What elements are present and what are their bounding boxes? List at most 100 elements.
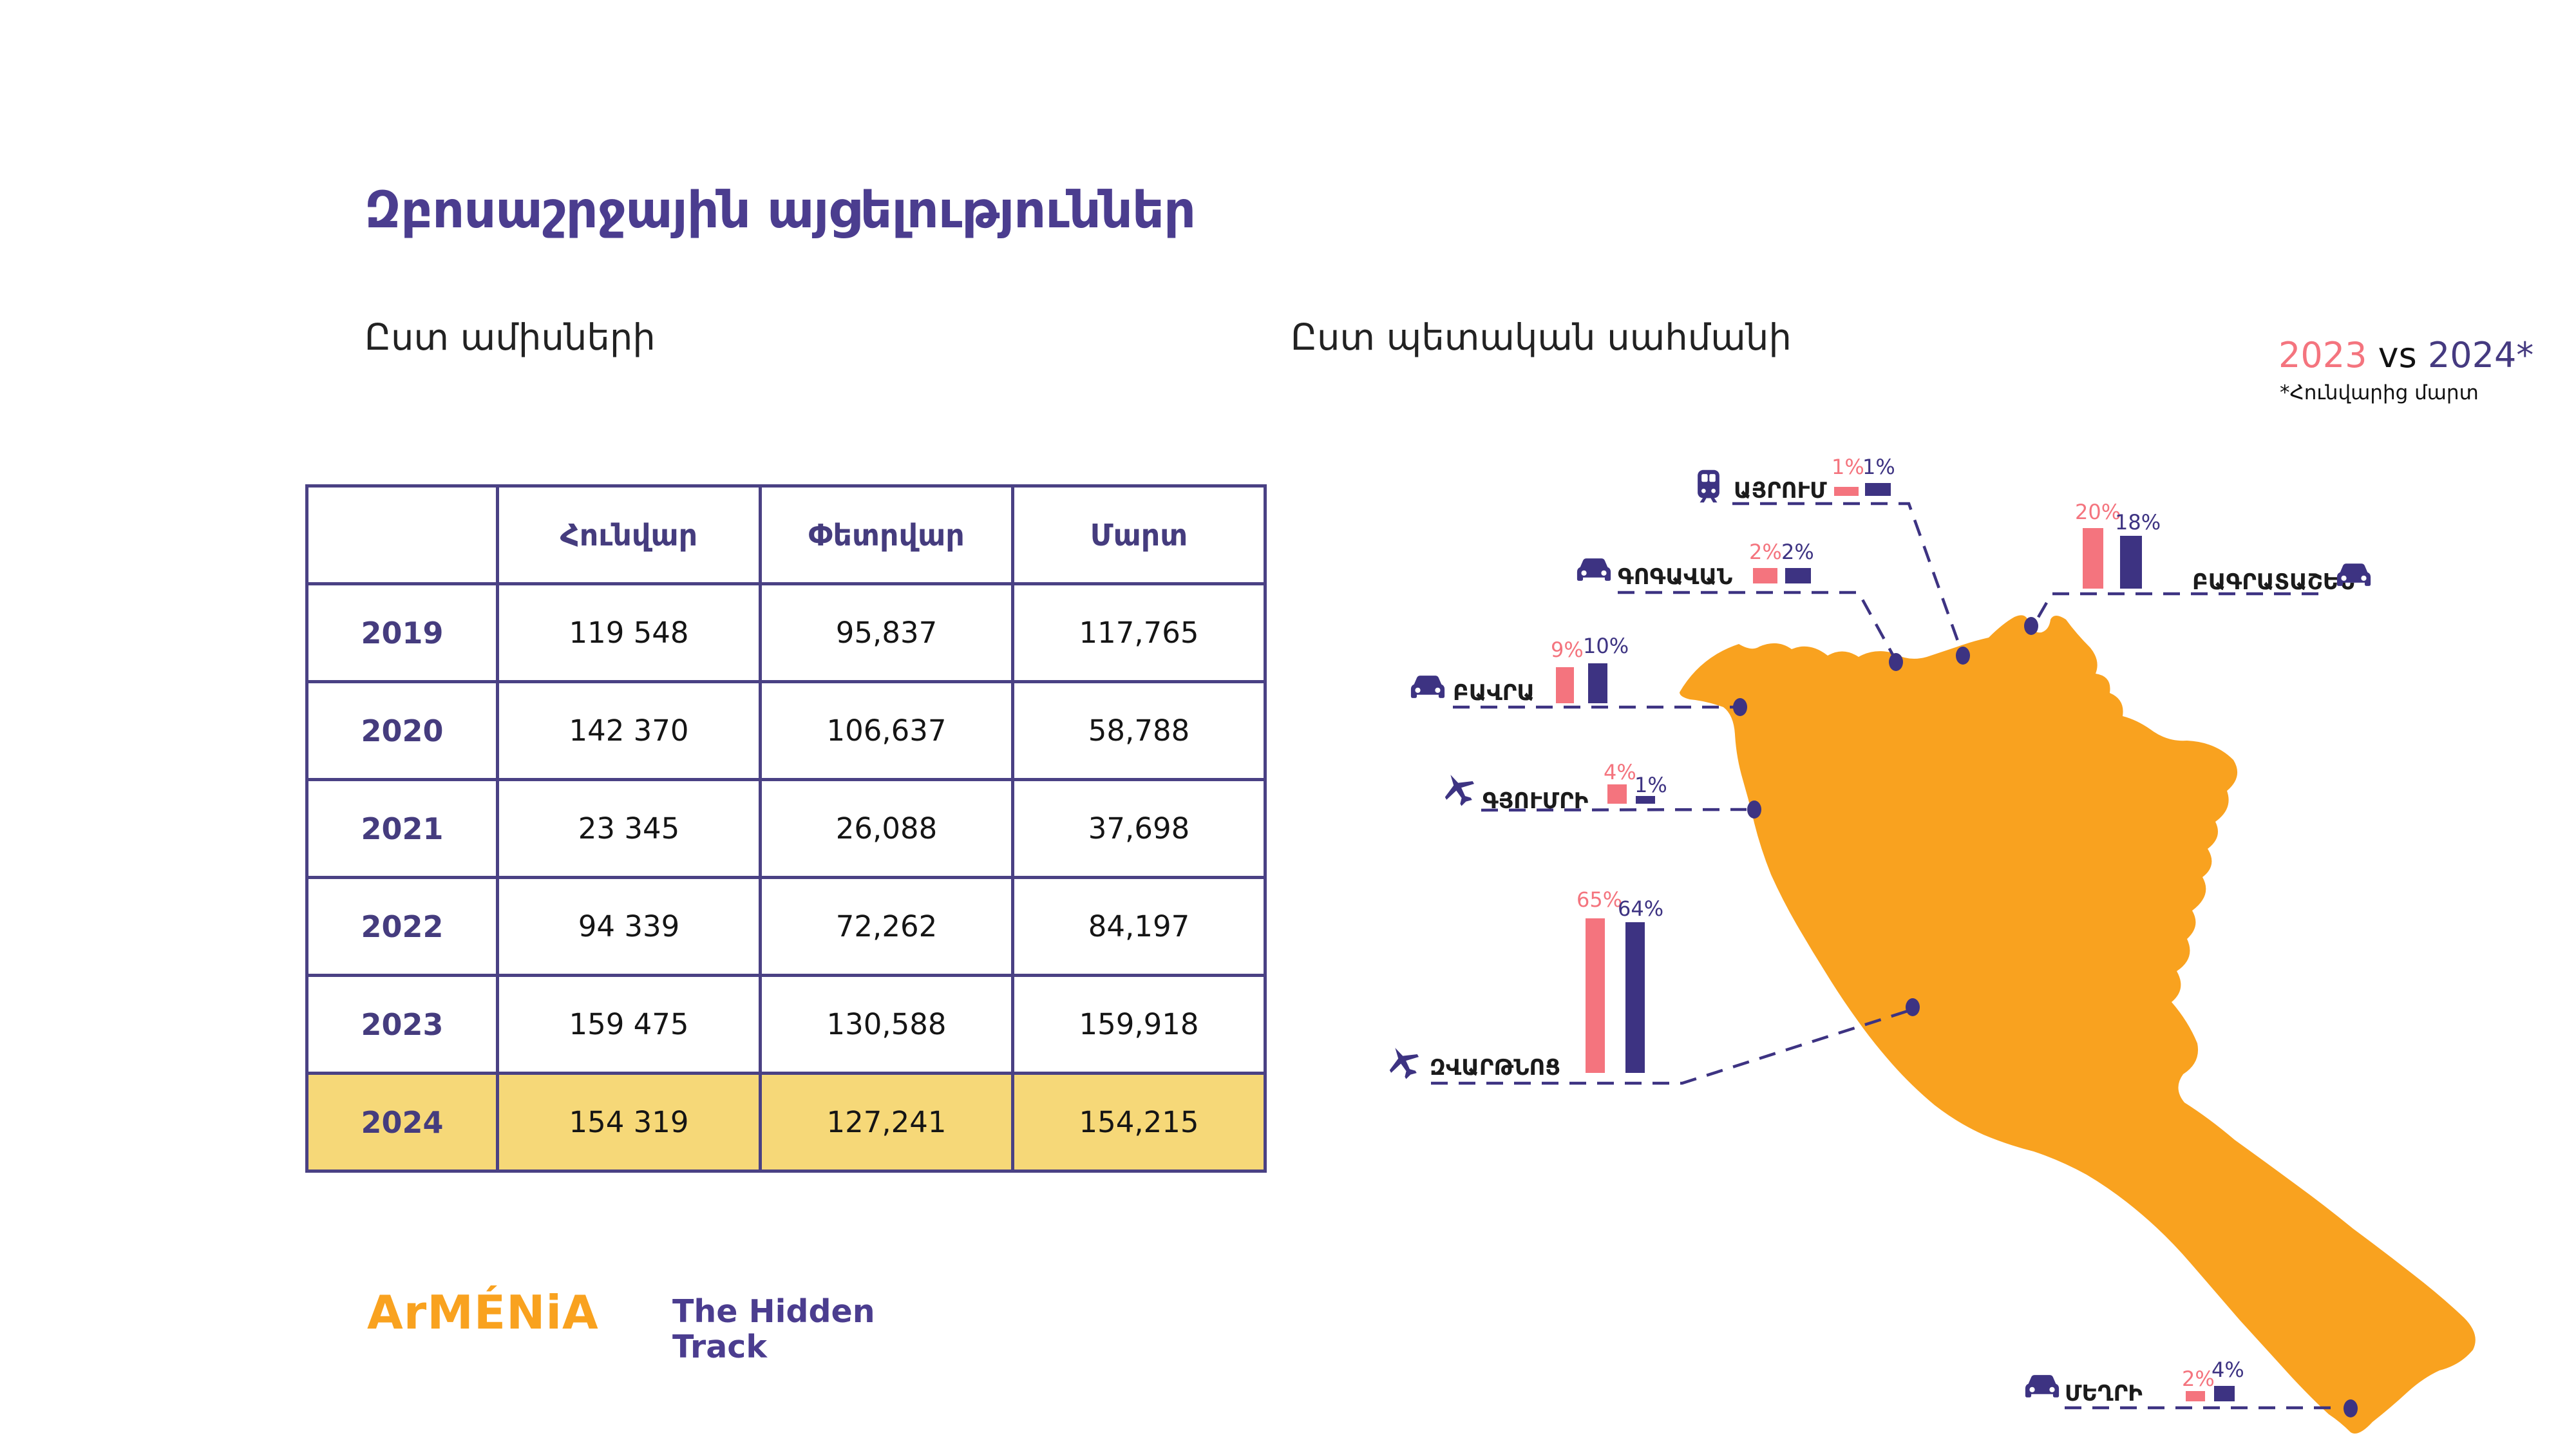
table-row: 2020 142 370 106,637 58,788 <box>305 680 1267 781</box>
value-cell: 72,262 <box>759 876 1014 977</box>
table-row-highlighted: 2024 154 319 127,241 154,215 <box>305 1072 1267 1173</box>
table-row: 2019 119 548 95,837 117,765 <box>305 582 1267 683</box>
year-cell: 2021 <box>305 778 499 879</box>
pct-2023-meghri: 2% <box>2182 1367 2215 1391</box>
leader-lines <box>1431 502 2342 1410</box>
bar-2024-gogavan <box>1785 568 1811 583</box>
dot-meghri <box>2344 1399 2358 1417</box>
subtitle-by-months: Ըստ ամիսների <box>365 317 656 359</box>
bar-2024-zvartnots <box>1625 922 1645 1073</box>
year-cell: 2022 <box>305 876 499 977</box>
bar-2023-bagratashen <box>2083 528 2103 589</box>
leader-bagratashen <box>2031 592 2318 629</box>
bar-2024-bavra <box>1588 663 1607 703</box>
bar-2024-bagratashen <box>2120 536 2142 589</box>
legend-2024: 2024* <box>2427 335 2534 375</box>
car-icon <box>1409 672 1446 701</box>
value-cell: 26,088 <box>759 778 1014 879</box>
pct-2023-gogavan: 2% <box>1749 540 1782 564</box>
bar-2023-gogavan <box>1753 568 1777 583</box>
bar-2023-bavra <box>1556 667 1574 703</box>
value-cell: 95,837 <box>759 582 1014 683</box>
armenia-silhouette <box>1680 615 2476 1434</box>
value-cell: 23 345 <box>496 778 762 879</box>
dot-ayrum <box>1956 647 1970 665</box>
value-cell: 130,588 <box>759 974 1014 1075</box>
col-header-feb: Փետրվար <box>759 484 1014 585</box>
car-icon <box>2023 1372 2061 1400</box>
year-cell: 2023 <box>305 974 499 1075</box>
corner-cell <box>305 484 499 585</box>
leader-zvartnots <box>1431 1009 1908 1085</box>
pct-2024-gyumri: 1% <box>1634 773 1667 797</box>
plane-icon <box>1435 765 1482 813</box>
train-icon <box>1692 469 1725 504</box>
pct-2023-ayrum: 1% <box>1832 455 1864 479</box>
legend-2023: 2023 <box>2278 335 2367 375</box>
col-header-jan: Հունվար <box>496 484 762 585</box>
pct-2024-bavra: 10% <box>1583 634 1629 658</box>
comparison-legend: 2023 vs 2024* <box>2278 335 2533 375</box>
value-cell: 37,698 <box>1011 778 1267 879</box>
car-icon <box>2335 560 2372 589</box>
col-header-mar: Մարտ <box>1011 484 1267 585</box>
pct-2024-meghri: 4% <box>2211 1358 2244 1382</box>
crossing-label-gogavan: ԳՈԳԱՎԱՆ <box>1618 564 1733 590</box>
page-title: Զբոսաշրջային այցելություններ <box>365 182 1196 240</box>
car-icon <box>1575 555 1613 583</box>
pct-2024-zvartnots: 64% <box>1618 896 1664 921</box>
value-cell: 117,765 <box>1011 582 1267 683</box>
value-cell: 84,197 <box>1011 876 1267 977</box>
year-cell: 2020 <box>305 680 499 781</box>
table-header-row: Հունվար Փետրվար Մարտ <box>305 484 1267 585</box>
legend-vs: vs <box>2378 335 2417 375</box>
value-cell: 127,241 <box>759 1072 1014 1173</box>
dot-gyumri <box>1747 800 1761 819</box>
crossing-label-ayrum: ԱՅՐՈՒՄ <box>1734 478 1827 504</box>
crossing-label-zvartnots: ԶՎԱՐԹՆՈՑ <box>1430 1055 1561 1081</box>
leader-ayrum <box>1732 502 1964 652</box>
table-row: 2023 159 475 130,588 159,918 <box>305 974 1267 1075</box>
logo-tagline-line2: Track <box>672 1328 767 1365</box>
year-cell: 2019 <box>305 582 499 683</box>
year-cell: 2024 <box>305 1072 499 1173</box>
table-row: 2021 23 345 26,088 37,698 <box>305 778 1267 879</box>
dot-bavra <box>1733 698 1747 716</box>
dot-gogavan <box>1889 653 1903 671</box>
crossing-label-meghri: ՄԵՂՐԻ <box>2065 1381 2143 1406</box>
armenia-logo: ArMÉNiA <box>367 1285 599 1340</box>
legend-note: *Հունվարից մարտ <box>2280 381 2479 404</box>
crossing-label-gyumri: ԳՅՈՒՄՐԻ <box>1482 788 1589 814</box>
leader-gogavan <box>1618 591 1896 659</box>
plane-icon <box>1379 1038 1427 1086</box>
pct-2023-bavra: 9% <box>1551 638 1584 662</box>
value-cell: 159 475 <box>496 974 762 1075</box>
bar-2024-ayrum <box>1865 483 1891 496</box>
monthly-visits-table: Հունվար Փետրվար Մարտ 2019 119 548 95,837… <box>305 484 1267 1173</box>
value-cell: 106,637 <box>759 680 1014 781</box>
bar-2023-meghri <box>2186 1391 2205 1401</box>
bar-2024-gyumri <box>1636 796 1655 804</box>
crossing-label-bagratashen: ԲԱԳՐԱՏԱՇԵՆ <box>2192 569 2354 595</box>
pct-2023-bagratashen: 20% <box>2075 500 2121 524</box>
value-cell: 58,788 <box>1011 680 1267 781</box>
pct-2024-gogavan: 2% <box>1781 540 1814 564</box>
subtitle-by-border: Ըստ պետական սահմանի <box>1291 317 1792 359</box>
table-row: 2022 94 339 72,262 84,197 <box>305 876 1267 977</box>
bar-2023-zvartnots <box>1586 918 1605 1073</box>
value-cell: 142 370 <box>496 680 762 781</box>
bar-2024-meghri <box>2214 1386 2235 1401</box>
value-cell: 154,215 <box>1011 1072 1267 1173</box>
dot-zvartnots <box>1906 998 1920 1016</box>
dot-bagratashen <box>2024 617 2038 635</box>
value-cell: 119 548 <box>496 582 762 683</box>
value-cell: 154 319 <box>496 1072 762 1173</box>
border-crossing-dots <box>1733 617 2358 1417</box>
value-cell: 94 339 <box>496 876 762 977</box>
value-cell: 159,918 <box>1011 974 1267 1075</box>
bar-2023-ayrum <box>1834 487 1859 496</box>
pct-2024-bagratashen: 18% <box>2115 510 2161 535</box>
logo-tagline: The Hidden Track <box>672 1294 875 1365</box>
